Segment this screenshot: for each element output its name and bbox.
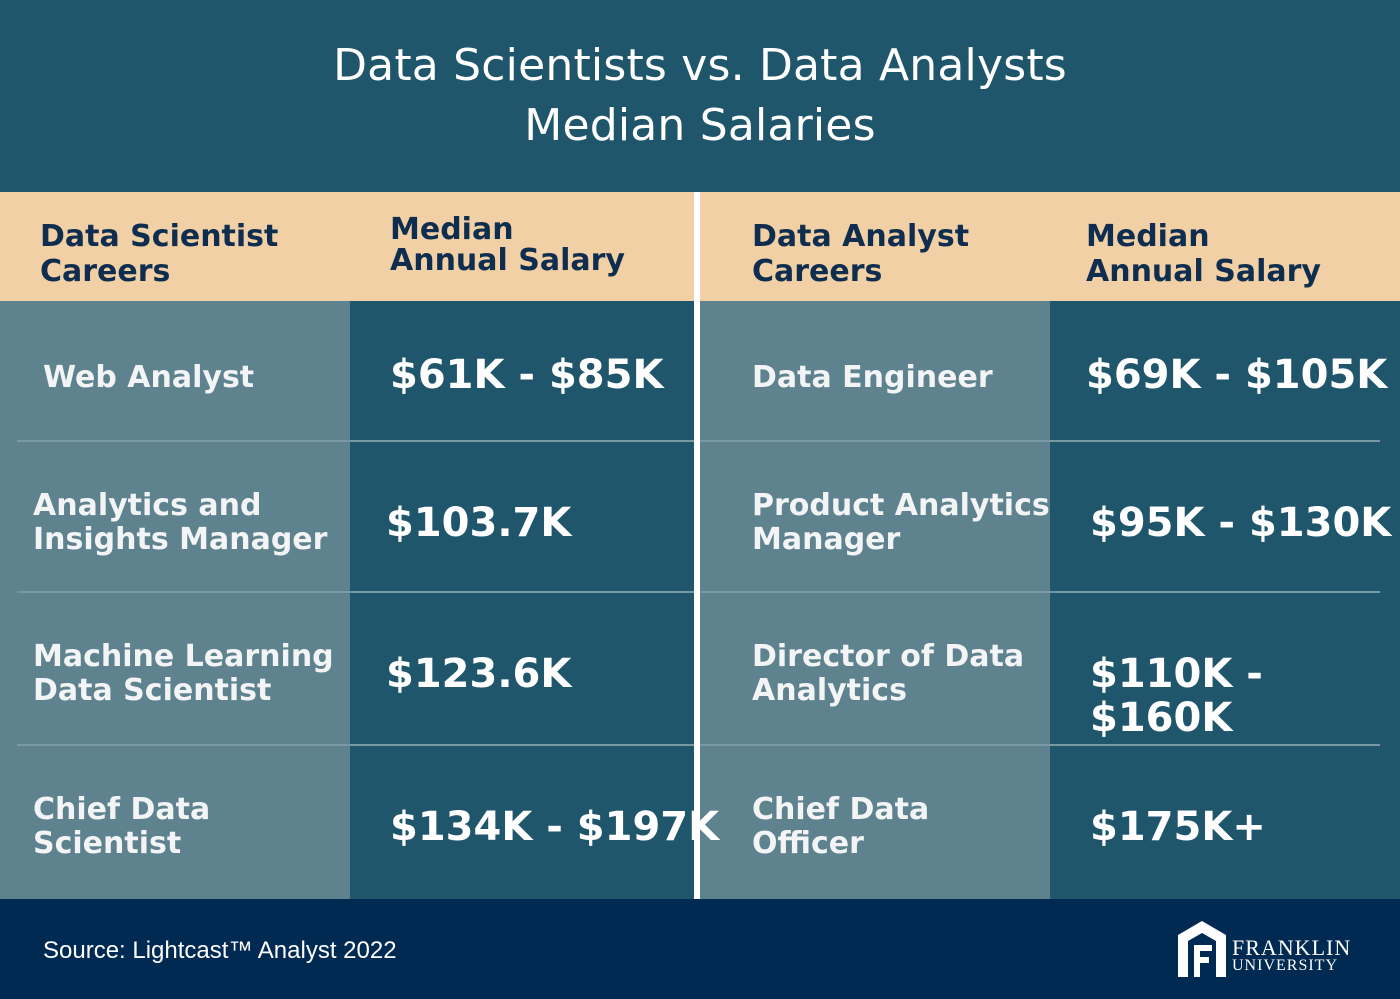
data-analyst-career-column (700, 301, 1050, 899)
data-scientist-salary-header: Median Annual Salary (390, 212, 625, 278)
data-analyst-career-1: Data Engineer (752, 361, 993, 395)
data-analyst-salary-3: $110K - $160K (1090, 651, 1263, 741)
career-text: Insights Manager (33, 522, 328, 557)
data-scientist-salary-2: $103.7K (386, 500, 572, 546)
row-divider (17, 591, 694, 593)
data-scientist-careers-header: Data Scientist Careers (40, 219, 278, 289)
career-text: Scientist (33, 826, 182, 861)
career-text: Data Engineer (752, 360, 993, 395)
career-text: Chief Data (33, 792, 211, 827)
data-analyst-salary-1: $69K - $105K (1086, 352, 1388, 398)
data-analyst-salary-4: $175K+ (1090, 804, 1266, 850)
career-text: Machine Learning (33, 639, 334, 674)
data-scientist-salary-3: $123.6K (386, 651, 572, 697)
franklin-university-logo: FRANKLIN UNIVERSITY (1176, 919, 1366, 981)
data-analyst-header-row: Data Analyst Careers Median Annual Salar… (700, 192, 1400, 301)
data-analyst-salary-header: Median Annual Salary (1086, 219, 1321, 289)
data-analyst-career-3: Director of Data Analytics (752, 640, 1024, 708)
footer: Source: Lightcast™ Analyst 2022 FRANKLIN… (0, 899, 1400, 999)
data-analyst-salary-column (1050, 301, 1400, 899)
career-text: Officer (752, 826, 864, 861)
page-title-line-1: Data Scientists vs. Data Analysts (333, 40, 1067, 91)
center-divider (694, 192, 700, 899)
row-divider (17, 744, 694, 746)
career-text: Manager (752, 522, 901, 557)
career-text: Analytics and (33, 488, 262, 523)
career-text: Director of Data (752, 639, 1025, 674)
career-text: Analytics (752, 673, 907, 708)
row-divider (700, 591, 1380, 593)
header-text: Careers (752, 254, 883, 289)
header-text: Data Analyst (752, 219, 970, 254)
row-divider (700, 744, 1380, 746)
career-text: Data Scientist (33, 673, 272, 708)
data-analyst-salary-2: $95K - $130K (1090, 500, 1392, 546)
data-scientist-salary-column (350, 301, 694, 899)
data-scientist-salary-4: $134K - $197K (390, 804, 720, 850)
career-text: Product Analytics (752, 488, 1050, 523)
data-scientist-header-row: Data Scientist Careers Median Annual Sal… (0, 192, 694, 301)
franklin-university-logo-icon (1178, 921, 1226, 977)
row-divider (17, 440, 694, 442)
logo-name: FRANKLIN (1232, 935, 1352, 960)
data-scientist-career-2: Analytics and Insights Manager (33, 489, 327, 557)
header-text: Annual Salary (390, 243, 625, 278)
header-text: Annual Salary (1086, 254, 1321, 289)
source-citation: Source: Lightcast™ Analyst 2022 (43, 937, 397, 964)
data-analyst-career-4: Chief Data Officer (752, 793, 929, 861)
career-text: Web Analyst (43, 360, 255, 395)
data-analyst-career-2: Product Analytics Manager (752, 489, 1050, 557)
header-text: Careers (40, 254, 171, 289)
page-title-line-2: Median Salaries (524, 100, 876, 151)
data-scientist-salary-1: $61K - $85K (390, 352, 664, 398)
data-scientist-career-4: Chief Data Scientist (33, 793, 210, 861)
header-text: Data Scientist (40, 219, 279, 254)
header-text: Median (390, 212, 514, 247)
data-analyst-careers-header: Data Analyst Careers (752, 219, 969, 289)
header-text: Median (1086, 219, 1210, 254)
title-band: Data Scientists vs. Data Analysts Median… (0, 0, 1400, 192)
row-divider (700, 440, 1380, 442)
data-scientist-career-3: Machine Learning Data Scientist (33, 640, 334, 708)
logo-subtitle: UNIVERSITY (1232, 957, 1338, 974)
data-scientist-career-column (0, 301, 350, 899)
career-text: Chief Data (752, 792, 930, 827)
data-scientist-career-1: Web Analyst (43, 361, 254, 395)
